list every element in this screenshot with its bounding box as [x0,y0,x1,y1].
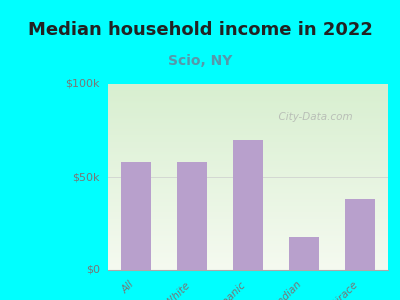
Bar [121,162,151,270]
Bar [345,199,376,270]
Text: Median household income in 2022: Median household income in 2022 [28,21,372,39]
Text: $100k: $100k [66,79,100,89]
Text: Scio, NY: Scio, NY [168,54,232,68]
Bar [177,162,207,270]
Text: City-Data.com: City-Data.com [272,112,353,122]
Text: $0: $0 [86,265,100,275]
Bar [289,236,320,270]
Bar [233,140,264,270]
Text: $50k: $50k [72,172,100,182]
